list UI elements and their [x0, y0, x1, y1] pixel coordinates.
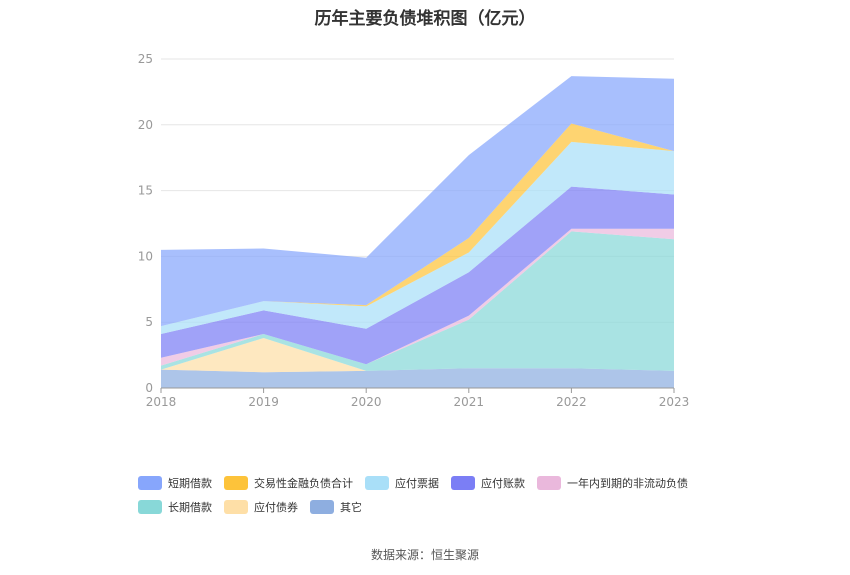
area-应付账款 — [161, 186, 674, 365]
x-tick-label: 2022 — [556, 395, 587, 409]
x-axis: 2018 2019 2020 2021 2022 2023 — [146, 387, 690, 409]
legend-swatch — [138, 500, 162, 514]
stacked-area-chart: 2018 2019 2020 2021 2022 2023 0 5 10 15 20 25 — [138, 52, 690, 409]
area-其它 — [161, 368, 674, 388]
legend-swatch — [310, 500, 334, 514]
area-短期借款 — [161, 76, 674, 327]
area-应付债券 — [161, 337, 674, 373]
legend-swatch — [537, 476, 561, 490]
area-交易性金融负债合计 — [161, 123, 674, 327]
legend-item[interactable]: 短期借款 — [138, 475, 212, 491]
area-长期借款 — [161, 231, 674, 371]
legend-label: 长期借款 — [168, 501, 212, 514]
legend-label: 一年内到期的非流动负债 — [567, 477, 688, 490]
x-tick-label: 2023 — [659, 395, 690, 409]
legend-swatch — [224, 476, 248, 490]
y-tick-label: 25 — [138, 52, 153, 66]
y-tick-label: 0 — [145, 381, 153, 395]
legend-item[interactable]: 交易性金融负债合计 — [224, 475, 353, 491]
y-tick-label: 5 — [145, 315, 153, 329]
legend-swatch — [224, 500, 248, 514]
chart-title: 历年主要负债堆积图（亿元） — [314, 9, 536, 29]
legend-item[interactable]: 应付债券 — [224, 499, 298, 515]
legend-label: 其它 — [340, 501, 362, 514]
legend: 短期借款 交易性金融负债合计 应付票据 应付账款 一年内到期的非流动负债 长期借款 应付债… — [138, 472, 778, 520]
legend-item[interactable]: 应付账款 — [451, 475, 525, 491]
legend-label: 应付账款 — [481, 477, 525, 490]
legend-row-1: 短期借款 交易性金融负债合计 应付票据 应付账款 一年内到期的非流动负债 — [138, 472, 778, 494]
legend-label: 短期借款 — [168, 477, 212, 490]
data-source: 数据来源：恒生聚源 — [370, 548, 479, 562]
legend-item[interactable]: 其它 — [310, 499, 362, 515]
y-tick-label: 20 — [138, 118, 153, 132]
y-tick-label: 15 — [138, 184, 153, 198]
y-axis: 0 5 10 15 20 25 — [138, 52, 153, 395]
legend-swatch — [451, 476, 475, 490]
legend-item[interactable]: 长期借款 — [138, 499, 212, 515]
legend-label: 交易性金融负债合计 — [254, 477, 353, 490]
area-series — [161, 76, 674, 388]
y-tick-label: 10 — [138, 249, 153, 263]
x-tick-label: 2020 — [351, 395, 382, 409]
legend-label: 应付票据 — [395, 477, 439, 490]
x-tick-label: 2018 — [146, 395, 177, 409]
x-tick-label: 2021 — [454, 395, 485, 409]
legend-item[interactable]: 一年内到期的非流动负债 — [537, 475, 688, 491]
legend-item[interactable]: 应付票据 — [365, 475, 439, 491]
area-应付票据 — [161, 141, 674, 335]
legend-label: 应付债券 — [254, 501, 298, 514]
x-tick-label: 2019 — [248, 395, 279, 409]
legend-swatch — [365, 476, 389, 490]
legend-swatch — [138, 476, 162, 490]
legend-row-2: 长期借款 应付债券 其它 — [138, 496, 778, 518]
